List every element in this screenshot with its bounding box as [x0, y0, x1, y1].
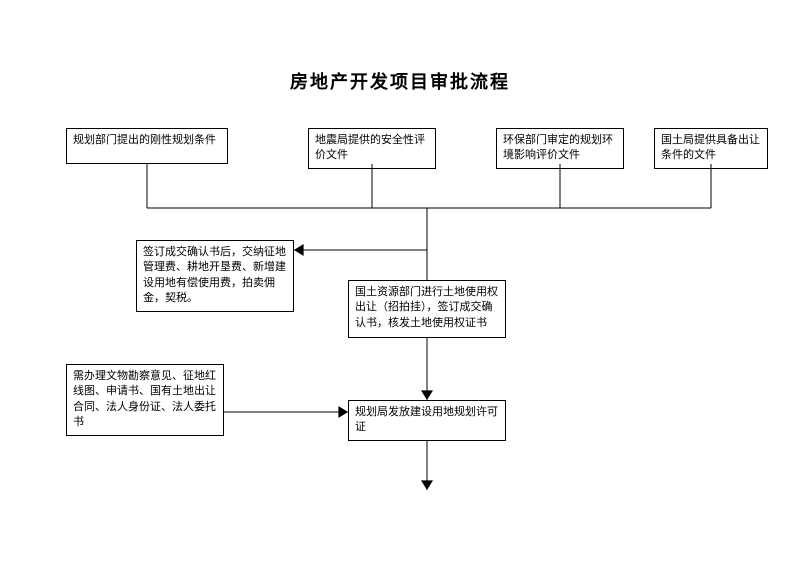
node-mid1: 国土资源部门进行土地使用权出让（招拍挂），签订成交确认书，核发土地使用权证书 — [348, 280, 506, 338]
node-top4: 国土局提供具备出让条件的文件 — [654, 128, 768, 169]
node-top2: 地震局提供的安全性评价文件 — [308, 128, 436, 169]
node-mid2: 规划局发放建设用地规划许可证 — [348, 400, 506, 441]
node-top3: 环保部门审定的规划环境影响评价文件 — [496, 128, 624, 169]
node-top1: 规划部门提出的刚性规划条件 — [66, 128, 228, 164]
flowchart-title: 房地产开发项目审批流程 — [0, 68, 800, 94]
node-side2: 需办理文物勘察意见、征地红线图、申请书、国有土地出让合同、法人身份证、法人委托书 — [66, 364, 224, 436]
node-side1: 签订成交确认书后，交纳征地管理费、耕地开垦费、新增建设用地有偿使用费，拍卖佣金，… — [136, 240, 294, 312]
